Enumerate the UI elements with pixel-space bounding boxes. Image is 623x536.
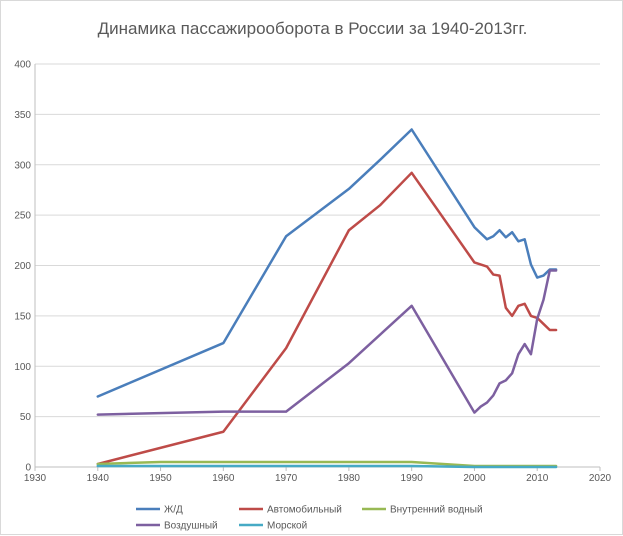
x-tick-label: 1960 bbox=[212, 473, 235, 484]
y-tick-label: 350 bbox=[14, 110, 31, 121]
y-tick-label: 150 bbox=[14, 311, 31, 322]
y-tick-label: 400 bbox=[14, 60, 31, 71]
x-tick-label: 2010 bbox=[526, 473, 549, 484]
y-tick-label: 250 bbox=[14, 211, 31, 222]
x-tick-label: 1970 bbox=[275, 473, 298, 484]
x-tick-label: 1980 bbox=[338, 473, 361, 484]
x-tick-label: 1950 bbox=[149, 473, 172, 484]
legend-label: Автомобильный bbox=[267, 504, 342, 516]
chart-title: Динамика пассажирооборота в России за 19… bbox=[97, 19, 528, 38]
legend-label: Внутренний водный bbox=[390, 505, 483, 516]
legend-label: Морской bbox=[267, 521, 307, 532]
legend-label: Ж/Д bbox=[164, 505, 183, 516]
series-line-4 bbox=[96, 269, 558, 416]
y-tick-label: 0 bbox=[25, 463, 31, 474]
series-line-2 bbox=[96, 171, 558, 466]
x-tick-label: 2020 bbox=[589, 473, 612, 484]
x-tick-label: 2000 bbox=[463, 473, 486, 484]
x-tick-label: 1930 bbox=[24, 473, 47, 484]
x-tick-label: 1940 bbox=[87, 473, 110, 484]
legend-label: Воздушный bbox=[164, 521, 218, 532]
series-line-1 bbox=[96, 128, 558, 398]
y-tick-label: 100 bbox=[14, 362, 31, 373]
x-tick-label: 1990 bbox=[401, 473, 424, 484]
series-line-5 bbox=[96, 464, 558, 469]
y-tick-label: 50 bbox=[20, 412, 32, 423]
y-tick-label: 300 bbox=[14, 160, 31, 171]
y-tick-label: 200 bbox=[14, 261, 31, 272]
